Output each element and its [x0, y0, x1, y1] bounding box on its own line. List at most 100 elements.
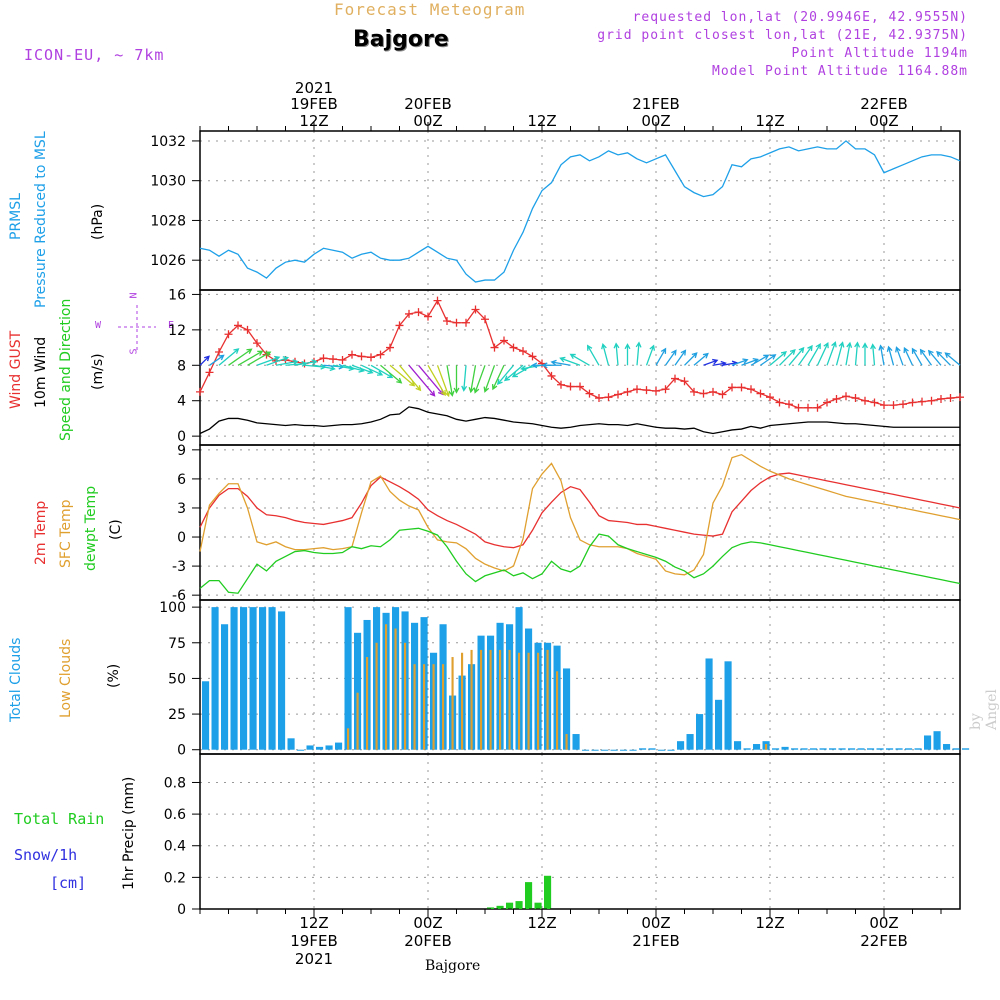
total-cloud-bar — [791, 748, 799, 750]
bottom-date-label: 20FEB — [404, 932, 451, 950]
bottom-date-label: 21FEB — [632, 932, 679, 950]
model-altitude: Model Point Altitude 1164.88m — [712, 64, 968, 79]
gust-point — [490, 343, 499, 352]
gust-point — [576, 382, 584, 391]
low-cloud-bar — [565, 734, 568, 750]
wind-arrow — [684, 352, 698, 366]
total-cloud-bar — [705, 658, 713, 750]
wind-arrow — [845, 341, 853, 366]
gust-point — [357, 352, 366, 361]
y-tick-label: 16 — [168, 287, 186, 303]
rain-bar — [506, 902, 514, 909]
total-cloud-bar — [629, 749, 637, 751]
top-date-label: 19FEB — [290, 95, 337, 113]
total-cloud-bar — [781, 746, 789, 750]
wind-arrow — [664, 349, 677, 366]
wind-arrow — [483, 365, 496, 393]
y-tick-label: 1030 — [150, 174, 186, 190]
gust-point — [253, 339, 261, 348]
y-tick-label: 0.6 — [164, 807, 186, 823]
wind-arrow — [655, 347, 667, 366]
gust-point — [414, 308, 423, 317]
total-cloud-bar — [259, 607, 267, 750]
wind-arrow — [427, 364, 446, 397]
gust-point — [804, 403, 812, 412]
bottom-hour-label: 00Z — [869, 914, 898, 932]
bottom-hour-label: 12Z — [755, 914, 784, 932]
low-cloud-bar — [441, 664, 445, 750]
gust-point — [718, 390, 727, 399]
low-cloud-bar — [403, 642, 407, 750]
low-cloud-bar — [498, 649, 502, 750]
gust-point — [547, 371, 556, 380]
total-cloud-bar — [639, 748, 647, 750]
gust-point — [433, 296, 442, 305]
gust-point — [367, 353, 375, 362]
gust-point — [557, 380, 565, 389]
gust-point — [471, 305, 480, 314]
total-cloud-bar — [344, 607, 352, 750]
low-cloud-bar — [413, 664, 416, 750]
total-cloud-bar — [715, 699, 723, 750]
wind-arrow — [446, 365, 455, 397]
total-cloud-bar — [658, 749, 666, 751]
wind-arrow — [247, 351, 272, 366]
total-cloud-bar — [886, 748, 894, 750]
gust-point — [509, 343, 518, 352]
gust-point — [756, 389, 765, 398]
wind-arrow — [601, 343, 610, 366]
gust-point — [728, 383, 736, 392]
bottom-year-label: 2021 — [295, 950, 333, 968]
gust-point — [880, 401, 888, 410]
total-cloud-bar — [667, 749, 675, 751]
footer-location: Bajgore — [425, 958, 481, 974]
gust-point — [870, 398, 879, 407]
gust-point — [566, 382, 575, 391]
t2m-line — [199, 472, 961, 549]
wind-arrow — [936, 350, 951, 366]
wind-arrow — [886, 345, 895, 366]
low-cloud-bar — [546, 649, 549, 750]
total-cloud-bar — [772, 748, 780, 750]
top-year-label: 2021 — [295, 79, 333, 97]
gust-point — [671, 374, 679, 383]
y-tick-label: 8 — [177, 358, 186, 374]
gust-point — [737, 383, 746, 392]
panel-frame — [199, 599, 961, 755]
wind-arrow — [919, 348, 933, 366]
gust-point — [680, 377, 689, 386]
total-cloud-bar — [819, 748, 827, 750]
y-tick-label: 0 — [177, 743, 186, 759]
wind-arrow — [797, 344, 813, 366]
wind-arrow — [862, 342, 868, 366]
gust-point — [348, 350, 356, 359]
gust-point — [519, 347, 527, 356]
low-cloud-bar — [384, 624, 388, 750]
low-cloud-bar — [470, 649, 473, 750]
snow-label: Snow/1h — [14, 846, 78, 864]
wind-arrow — [807, 342, 821, 366]
top-hour-label: 00Z — [641, 112, 670, 130]
wind-arrow — [779, 348, 796, 366]
wind-arrow — [944, 352, 961, 366]
gust-point — [775, 398, 784, 407]
wind-arrow — [870, 343, 876, 366]
low-cloud-bar — [394, 628, 397, 750]
y-tick-label: 75 — [168, 636, 186, 652]
gust-point — [452, 318, 461, 327]
total-cloud-bar — [354, 632, 362, 750]
wind-arrow — [826, 341, 837, 366]
gust-point — [224, 330, 233, 339]
wind-arrow — [587, 344, 600, 366]
wind-arrow — [788, 346, 805, 366]
rain-bar — [487, 907, 495, 909]
low-cloud-bar — [460, 652, 464, 750]
wind-arrow — [769, 351, 787, 366]
grid-coords: grid point closest lon,lat (21E, 42.9375… — [597, 28, 968, 43]
total-cloud-bar — [591, 749, 599, 751]
wind-arrow — [559, 356, 581, 366]
y-tick-label: 4 — [177, 394, 186, 410]
y-tick-label: 100 — [159, 600, 186, 616]
total-cloud-bar — [325, 745, 333, 750]
